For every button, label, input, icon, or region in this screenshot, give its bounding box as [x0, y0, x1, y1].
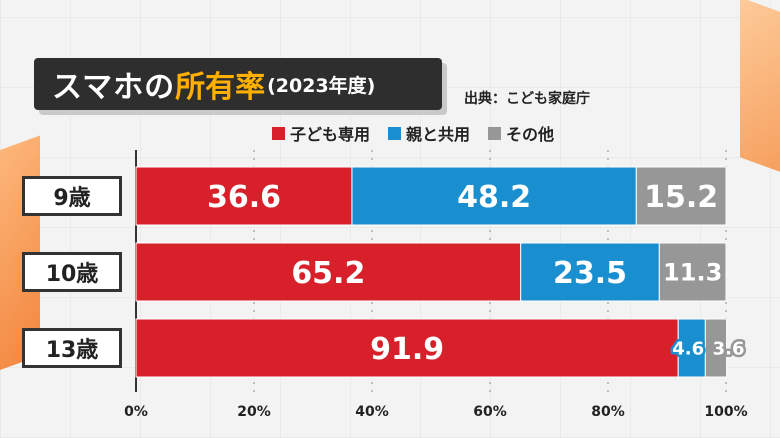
- x-tick-label: 20%: [237, 404, 271, 420]
- legend-item-own: 子ども専用: [272, 121, 370, 145]
- bar-other-0: [635, 166, 727, 226]
- title-main: スマホの: [52, 70, 176, 105]
- legend-swatch-other: [488, 126, 502, 140]
- legend-swatch-shared: [388, 126, 402, 140]
- data-label-other-2: 3.6: [713, 338, 745, 359]
- legend-label-shared: 親と共用: [406, 125, 471, 144]
- data-label-other-1: 11.3: [663, 259, 722, 287]
- source-note: 出典：こども家庭庁: [464, 91, 590, 107]
- data-label-own-0: 36.6: [207, 180, 281, 215]
- row-label-13: 13歳: [22, 328, 122, 368]
- legend-label-other: その他: [506, 125, 555, 144]
- legend: 子ども専用 親と共用 その他: [272, 121, 554, 145]
- row-label-9: 9歳: [22, 176, 122, 216]
- x-tick-label: 100%: [704, 404, 747, 420]
- bar-shared-1: [520, 242, 660, 302]
- legend-label-own: 子ども専用: [290, 125, 371, 144]
- data-label-shared-0: 48.2: [457, 180, 531, 215]
- bar-shared-0: [351, 166, 637, 226]
- chart-title: スマホの 所有率 (2023年度): [34, 58, 442, 110]
- bar-other-2: [704, 318, 728, 378]
- legend-item-other: その他: [488, 121, 554, 145]
- data-label-shared-1: 23.5: [553, 256, 627, 291]
- data-label-other-0: 15.2: [644, 180, 718, 215]
- data-label-shared-2: 4.6: [672, 338, 704, 359]
- data-label-own-2: 91.9: [370, 332, 444, 367]
- bar-other-1: [658, 242, 727, 302]
- row-label-10: 10歳: [22, 252, 122, 292]
- x-tick-label: 60%: [473, 404, 507, 420]
- title-year: (2023年度): [267, 74, 376, 97]
- x-tick-label: 0%: [124, 404, 148, 420]
- bar-shared-2: [677, 318, 706, 378]
- title-accent: 所有率: [175, 70, 266, 105]
- bar-own-1: [135, 242, 522, 302]
- bar-own-2: [135, 318, 679, 378]
- legend-swatch-own: [272, 126, 285, 140]
- x-tick-label: 80%: [591, 404, 625, 420]
- x-tick-label: 40%: [355, 404, 389, 420]
- bar-own-0: [135, 166, 353, 226]
- legend-item-shared: 親と共用: [388, 121, 470, 145]
- data-label-own-1: 65.2: [291, 256, 365, 291]
